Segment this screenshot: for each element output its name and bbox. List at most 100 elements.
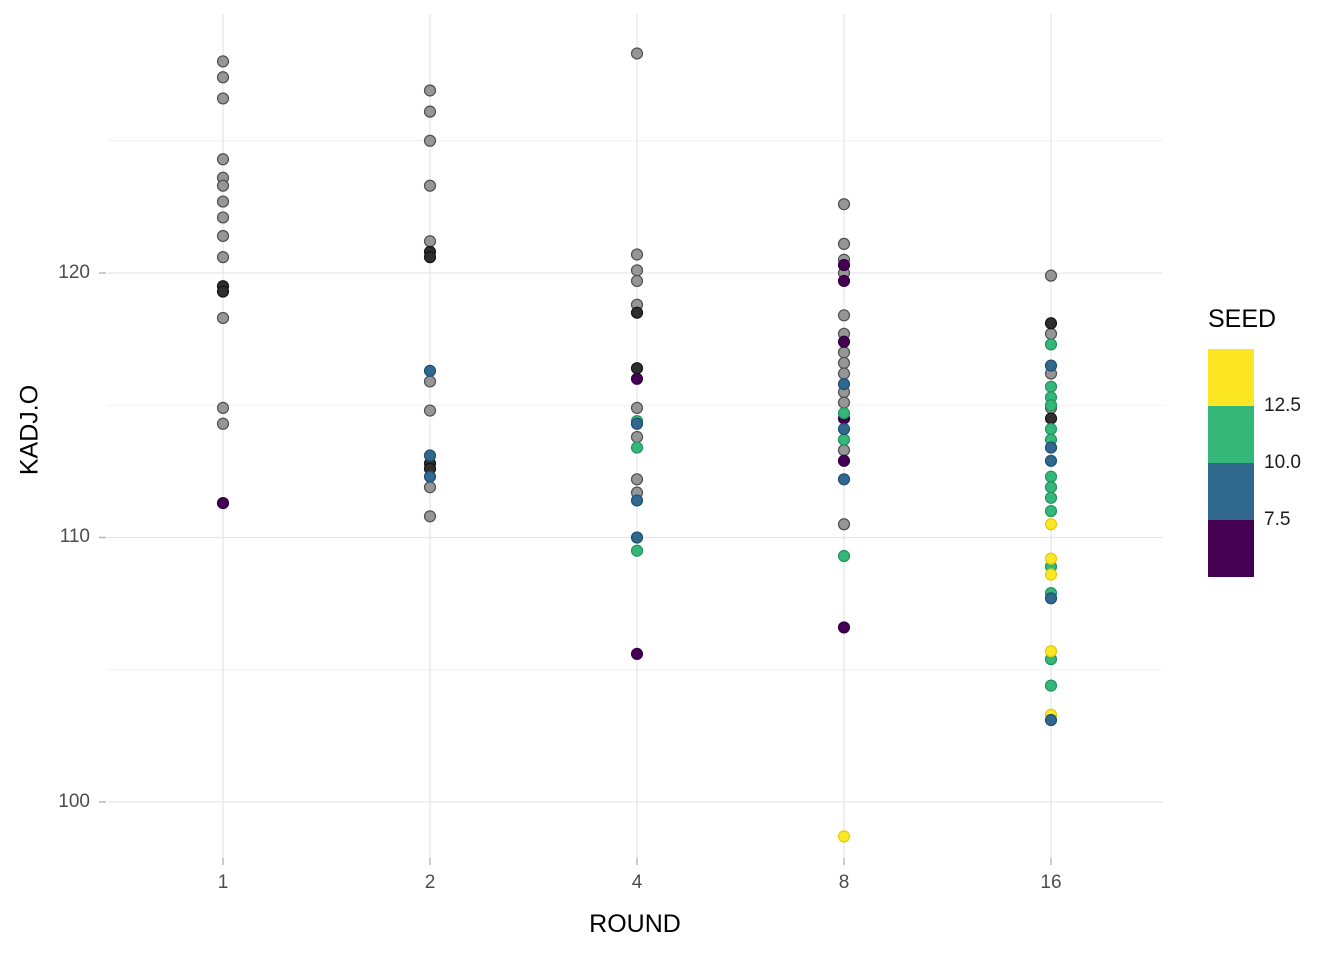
- data-point-seed-below-7.5-purple: [837, 621, 851, 634]
- data-point-seed-na-gray: [216, 417, 230, 430]
- data-point-seed-7.5-to-10-blue: [1044, 713, 1058, 727]
- data-point-seed-7.5-to-10-blue: [630, 417, 644, 430]
- data-point-seed-na-gray: [837, 518, 851, 531]
- data-point-seed-above-12.5-yellow: [1044, 518, 1058, 531]
- data-point-seed-na-gray: [423, 235, 437, 248]
- data-point-seed-above-12.5-yellow: [837, 830, 851, 843]
- data-point-seed-na-gray: [630, 264, 644, 277]
- legend-color-segment-2: [1208, 463, 1254, 520]
- data-point-seed-na-gray: [1044, 327, 1058, 340]
- data-point-overplotted-dark: [1044, 317, 1058, 330]
- data-point-seed-10-to-12.5-green: [837, 407, 851, 420]
- data-point-seed-10-to-12.5-green: [630, 544, 644, 557]
- data-point-seed-above-12.5-yellow: [1044, 645, 1058, 658]
- data-point-seed-na-gray: [216, 55, 230, 68]
- data-point-seed-10-to-12.5-green: [630, 441, 644, 454]
- data-point-seed-na-gray: [423, 84, 437, 97]
- legend-break-label-12.5: 12.5: [1264, 395, 1301, 416]
- data-point-seed-na-gray: [837, 444, 851, 457]
- data-point-seed-7.5-to-10-blue: [837, 422, 851, 436]
- data-point-seed-na-gray: [216, 229, 230, 243]
- data-point-seed-na-gray: [423, 510, 437, 523]
- data-point-seed-na-gray: [630, 47, 644, 60]
- data-point-seed-na-gray: [630, 274, 644, 288]
- data-point-overplotted-dark: [423, 251, 437, 264]
- data-point-seed-na-gray: [216, 153, 230, 166]
- data-point-seed-10-to-12.5-green: [837, 433, 851, 446]
- y-tick-label-110: 110: [59, 526, 90, 547]
- data-point-seed-7.5-to-10-blue: [423, 364, 437, 377]
- legend-color-segment-3: [1208, 520, 1254, 577]
- y-axis-title: KADJ.O: [15, 384, 44, 476]
- data-point-seed-below-7.5-purple: [837, 454, 851, 467]
- data-point-seed-na-gray: [630, 430, 644, 444]
- data-point-overplotted-dark: [1044, 412, 1058, 425]
- data-point-seed-na-gray: [630, 401, 644, 414]
- data-point-seed-10-to-12.5-green: [1044, 491, 1058, 504]
- data-point-seed-na-gray: [216, 311, 230, 325]
- x-tick-label-16: 16: [1040, 872, 1062, 893]
- data-point-seed-na-gray: [216, 401, 230, 414]
- data-point-seed-na-gray: [837, 346, 851, 359]
- data-point-seed-above-12.5-yellow: [1044, 552, 1058, 565]
- legend-colorbar: [1208, 349, 1254, 577]
- data-point-seed-na-gray: [216, 92, 230, 105]
- data-point-seed-below-7.5-purple: [216, 497, 230, 510]
- data-point-overplotted-dark: [216, 285, 230, 298]
- data-point-seed-7.5-to-10-blue: [423, 470, 437, 483]
- data-point-seed-7.5-to-10-blue: [1044, 441, 1058, 454]
- data-point-seed-7.5-to-10-blue: [630, 531, 644, 544]
- legend-break-label-7.5: 7.5: [1264, 509, 1291, 530]
- data-point-seed-na-gray: [630, 248, 644, 261]
- data-point-seed-7.5-to-10-blue: [837, 473, 851, 486]
- data-point-seed-10-to-12.5-green: [1044, 481, 1058, 494]
- data-point-seed-na-gray: [423, 404, 437, 417]
- legend-color-segment-1: [1208, 406, 1254, 463]
- legend-color-segment-0: [1208, 349, 1254, 406]
- data-point-overplotted-dark: [630, 362, 644, 375]
- data-point-seed-na-gray: [630, 473, 644, 486]
- data-point-seed-na-gray: [837, 198, 851, 211]
- data-point-seed-7.5-to-10-blue: [837, 377, 851, 391]
- data-point-seed-na-gray: [216, 195, 230, 208]
- legend-break-label-10.0: 10.0: [1264, 452, 1301, 473]
- data-point-seed-na-gray: [216, 71, 230, 84]
- data-point-seed-na-gray: [423, 105, 437, 118]
- data-point-seed-na-gray: [423, 134, 437, 147]
- data-point-seed-below-7.5-purple: [837, 335, 851, 348]
- data-point-seed-7.5-to-10-blue: [423, 449, 437, 462]
- data-point-seed-na-gray: [423, 179, 437, 192]
- data-point-seed-10-to-12.5-green: [1044, 470, 1058, 483]
- data-point-seed-na-gray: [837, 356, 851, 370]
- data-point-seed-10-to-12.5-green: [1044, 504, 1058, 518]
- data-point-seed-na-gray: [216, 251, 230, 264]
- data-point-seed-na-gray: [216, 179, 230, 192]
- data-point-seed-na-gray: [837, 237, 851, 251]
- data-point-seed-na-gray: [837, 309, 851, 322]
- data-point-seed-below-7.5-purple: [630, 647, 644, 660]
- x-tick-label-2: 2: [424, 872, 436, 893]
- data-point-seed-10-to-12.5-green: [1044, 399, 1058, 412]
- data-point-seed-7.5-to-10-blue: [1044, 454, 1058, 467]
- x-tick-label-1: 1: [217, 872, 229, 893]
- data-point-seed-na-gray: [423, 481, 437, 494]
- legend-title: SEED: [1208, 305, 1277, 333]
- y-tick-label-100: 100: [58, 791, 90, 812]
- data-point-seed-10-to-12.5-green: [1044, 338, 1058, 351]
- data-point-seed-10-to-12.5-green: [1044, 679, 1058, 692]
- x-tick-label-4: 4: [631, 872, 643, 893]
- data-point-seed-10-to-12.5-green: [1044, 422, 1058, 436]
- data-point-seed-below-7.5-purple: [837, 258, 851, 272]
- x-tick-label-8: 8: [838, 872, 850, 893]
- data-point-seed-7.5-to-10-blue: [1044, 359, 1058, 372]
- data-point-seed-10-to-12.5-green: [1044, 380, 1058, 393]
- data-point-seed-na-gray: [1044, 269, 1058, 282]
- data-point-seed-7.5-to-10-blue: [1044, 592, 1058, 605]
- x-axis-title: ROUND: [589, 910, 681, 938]
- data-point-seed-above-12.5-yellow: [1044, 568, 1058, 581]
- data-point-seed-na-gray: [837, 367, 851, 380]
- data-point-seed-na-gray: [423, 375, 437, 388]
- data-point-seed-below-7.5-purple: [837, 274, 851, 288]
- data-point-seed-below-7.5-purple: [630, 372, 644, 385]
